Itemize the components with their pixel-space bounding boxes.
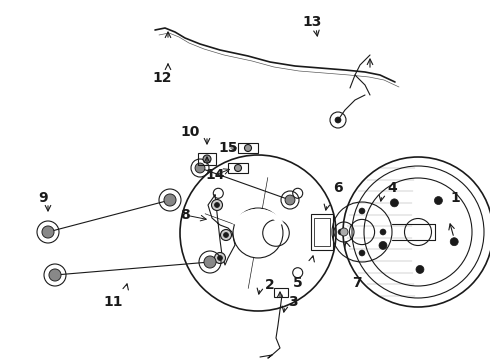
Circle shape: [195, 163, 205, 173]
Circle shape: [235, 165, 242, 171]
Circle shape: [204, 256, 216, 268]
Bar: [198, 153, 216, 165]
Circle shape: [49, 269, 61, 281]
Circle shape: [450, 238, 458, 246]
Text: 14: 14: [205, 168, 225, 182]
Circle shape: [220, 230, 231, 240]
Text: 9: 9: [38, 191, 48, 205]
Bar: [311, 214, 333, 250]
Text: 13: 13: [302, 15, 322, 29]
Circle shape: [218, 256, 222, 261]
Text: 4: 4: [387, 181, 397, 195]
Text: 3: 3: [288, 295, 298, 309]
Text: 5: 5: [293, 276, 303, 290]
Circle shape: [379, 242, 387, 249]
Circle shape: [285, 195, 295, 205]
Circle shape: [164, 194, 176, 206]
Circle shape: [338, 229, 344, 235]
Bar: [314, 218, 330, 246]
Circle shape: [203, 155, 211, 163]
Bar: [274, 288, 288, 297]
Circle shape: [391, 199, 398, 207]
Circle shape: [223, 233, 228, 238]
Circle shape: [215, 202, 220, 207]
Bar: [238, 143, 258, 153]
Circle shape: [416, 265, 424, 274]
Text: 11: 11: [103, 295, 123, 309]
Circle shape: [42, 226, 54, 238]
Circle shape: [335, 117, 341, 123]
Circle shape: [359, 250, 365, 256]
Text: 1: 1: [450, 191, 460, 205]
Circle shape: [359, 208, 365, 214]
Circle shape: [215, 252, 225, 264]
Circle shape: [380, 229, 386, 235]
Circle shape: [245, 144, 251, 152]
Text: 10: 10: [180, 125, 200, 139]
Circle shape: [435, 197, 442, 204]
Circle shape: [340, 228, 348, 236]
Bar: [228, 163, 248, 173]
Text: 12: 12: [152, 71, 172, 85]
Text: 2: 2: [265, 278, 275, 292]
Text: 15: 15: [218, 141, 238, 155]
Circle shape: [212, 199, 222, 211]
Text: 7: 7: [352, 276, 362, 290]
Text: 8: 8: [180, 208, 190, 222]
Text: 6: 6: [333, 181, 343, 195]
